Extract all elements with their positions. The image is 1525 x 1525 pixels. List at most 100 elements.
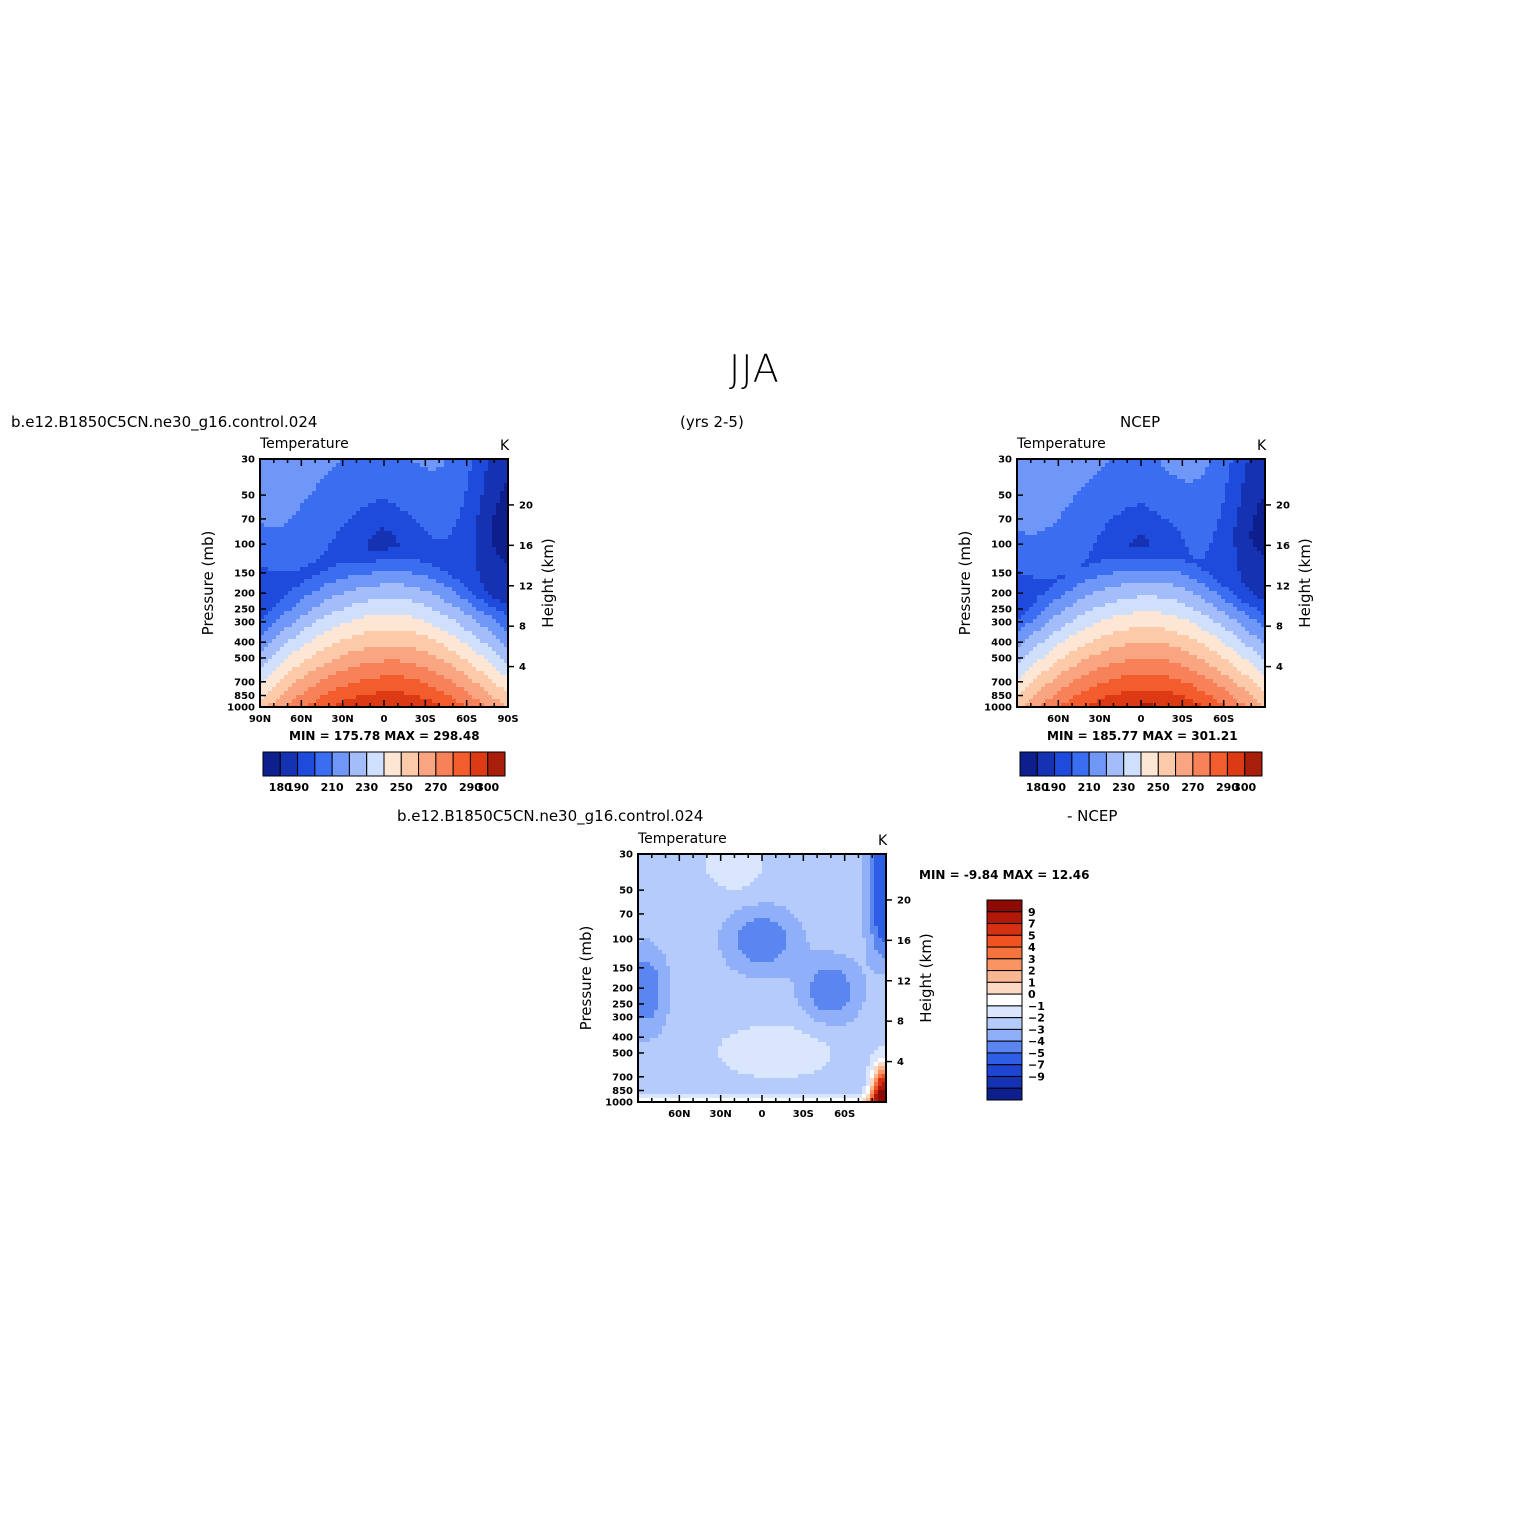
panel-model-cell <box>488 547 493 552</box>
panel-model-cell <box>392 499 397 504</box>
panel-model-cell <box>424 535 429 540</box>
panel-model-cell <box>400 607 405 612</box>
panel-model-cell <box>440 655 445 660</box>
panel-obs-cell <box>1029 659 1034 664</box>
panel-model-cell <box>504 539 509 544</box>
panel-obs-cell <box>1045 599 1050 604</box>
panel-model-cell <box>492 503 497 508</box>
panel-obs-cell <box>1041 479 1046 484</box>
panel-model-cell <box>388 459 393 464</box>
panel-obs-cell <box>1065 627 1070 632</box>
panel-model-cell <box>368 515 373 520</box>
panel-model-cell <box>344 567 349 572</box>
panel-model-cell <box>452 495 457 500</box>
panel-model-cell <box>420 679 425 684</box>
panel-model-cell <box>356 611 361 616</box>
panel-model-cell <box>472 631 477 636</box>
panel-model-cell <box>280 495 285 500</box>
panel-obs-cell <box>1045 527 1050 532</box>
panel-obs-cell <box>1041 483 1046 488</box>
panel-model-cell <box>272 479 277 484</box>
panel-model-cell <box>400 519 405 524</box>
panel-model-cell <box>304 595 309 600</box>
panel-model-cell <box>320 467 325 472</box>
panel-model-cell <box>272 671 277 676</box>
panel-model-cell <box>456 575 461 580</box>
panel-model-cell <box>396 579 401 584</box>
panel-model-cell <box>432 615 437 620</box>
panel-obs-cell <box>1017 579 1022 584</box>
panel-model-cell <box>288 683 293 688</box>
panel-model-cell <box>388 507 393 512</box>
panel-model-cell <box>276 499 281 504</box>
panel-model-cell <box>408 487 413 492</box>
panel-model-cell <box>324 575 329 580</box>
panel-model-cell <box>500 695 505 700</box>
panel-model-cell <box>492 507 497 512</box>
panel-model-cell <box>396 651 401 656</box>
panel-model-cell <box>500 531 505 536</box>
panel-model-cell <box>436 567 441 572</box>
panel-obs-cell <box>1081 547 1086 552</box>
panel-model-cell <box>456 527 461 532</box>
panel-obs-cell <box>1065 639 1070 644</box>
panel-model-cell <box>488 511 493 516</box>
panel-obs-cell <box>1049 695 1054 700</box>
panel-model-cell <box>328 619 333 624</box>
panel-model-cell <box>396 563 401 568</box>
panel-model-cell <box>316 623 321 628</box>
panel-obs-cell <box>1081 463 1086 468</box>
panel-model-cell <box>356 567 361 572</box>
panel-obs-cell <box>1033 527 1038 532</box>
panel-model-cell <box>420 659 425 664</box>
panel-model-cell <box>260 583 265 588</box>
panel-model-cell <box>480 643 485 648</box>
panel-model-cell <box>300 535 305 540</box>
panel-obs-cell <box>1025 683 1030 688</box>
panel-model-cell <box>268 487 273 492</box>
panel-model-cell <box>444 595 449 600</box>
panel-model-cell <box>344 623 349 628</box>
panel-model-cell <box>504 519 509 524</box>
panel-model-cell <box>304 527 309 532</box>
panel-model-cell <box>496 691 501 696</box>
panel-model-cell <box>464 691 469 696</box>
panel-model-cell <box>304 507 309 512</box>
panel-model-cell <box>480 507 485 512</box>
panel-model-cell <box>456 467 461 472</box>
panel-model-cell <box>296 687 301 692</box>
panel-model-cell <box>260 527 265 532</box>
panel-model-cell <box>492 691 497 696</box>
panel-model-cell <box>280 639 285 644</box>
panel-model-cell <box>444 587 449 592</box>
panel-model-cell <box>324 587 329 592</box>
panel-obs-cell <box>1057 655 1062 660</box>
panel-model-cell <box>492 583 497 588</box>
panel-model-cell <box>504 507 509 512</box>
panel-model-cell <box>344 507 349 512</box>
panel-model-cell <box>424 699 429 704</box>
panel-model-cell <box>476 623 481 628</box>
panel-model-cell <box>292 691 297 696</box>
panel-model-cell <box>476 651 481 656</box>
panel-model-cell <box>332 487 337 492</box>
panel-model-cell <box>392 491 397 496</box>
panel-model-cell <box>360 647 365 652</box>
panel-model-cell <box>352 487 357 492</box>
panel-model-cell <box>384 619 389 624</box>
panel-model-cell <box>304 639 309 644</box>
panel-model-cell <box>500 555 505 560</box>
panel-obs-cell <box>1069 623 1074 628</box>
panel-model-cell <box>336 567 341 572</box>
panel-obs-cell <box>1025 699 1030 704</box>
panel-model-cell <box>432 635 437 640</box>
panel-obs-cell <box>1021 467 1026 472</box>
panel-model-cell <box>444 703 449 708</box>
panel-obs-cell <box>1085 703 1090 708</box>
panel-model-cell <box>504 659 509 664</box>
panel-model-cell <box>496 639 501 644</box>
panel-model-cell <box>284 579 289 584</box>
panel-model-cell <box>388 511 393 516</box>
panel-model-cell <box>416 635 421 640</box>
panel-model-cell <box>404 511 409 516</box>
